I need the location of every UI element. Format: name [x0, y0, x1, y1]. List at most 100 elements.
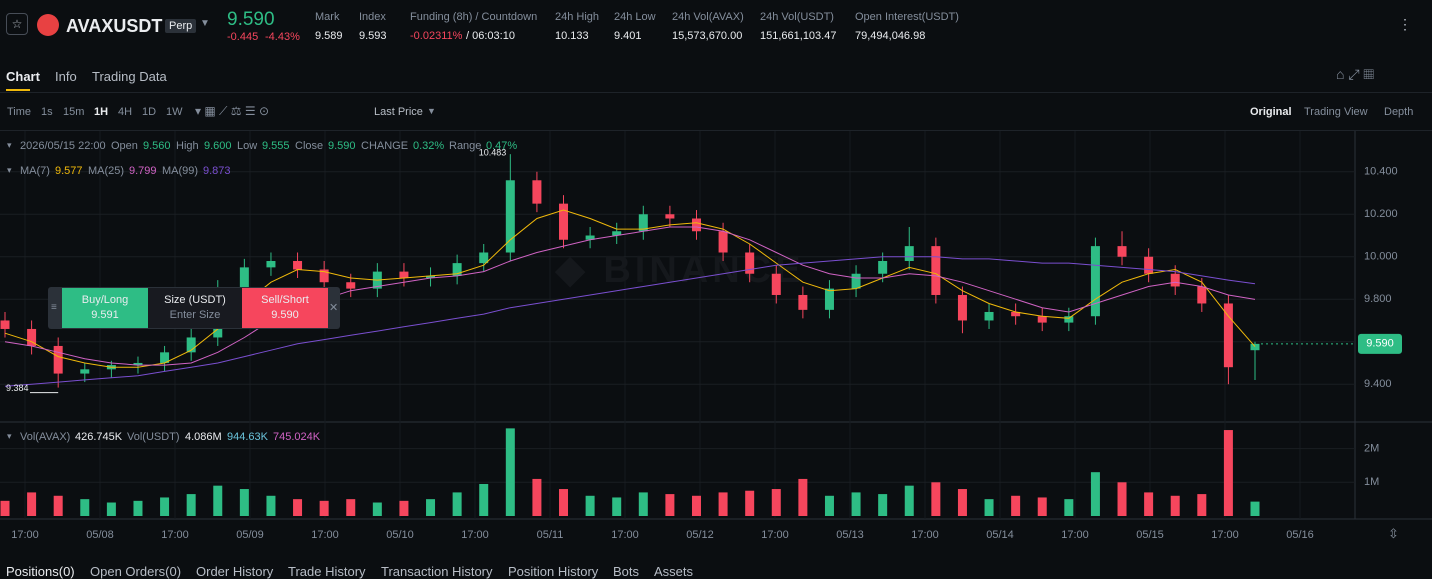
bottom-tab[interactable]: Positions(0): [6, 564, 75, 579]
volume-bar: [904, 485, 914, 516]
bottom-tab[interactable]: Transaction History: [381, 564, 493, 579]
dropdown-arrow[interactable]: ▼: [200, 18, 210, 29]
stat-label: Open Interest(USDT): [855, 11, 959, 23]
bottom-tab[interactable]: Open Orders(0): [90, 564, 182, 579]
tab-indicator: [6, 89, 30, 91]
candle-body: [718, 231, 728, 253]
ma-line: [4, 226, 1256, 366]
x-tick-label: 05/11: [537, 529, 564, 541]
favorite-button[interactable]: ☆: [6, 13, 28, 35]
legend-text: 9.590: [328, 140, 356, 152]
candle-body: [239, 267, 249, 289]
bottom-tab[interactable]: Bots: [613, 564, 640, 579]
candle-body: [585, 235, 595, 240]
sell-button[interactable]: Sell/Short 9.590: [242, 288, 328, 328]
price-type[interactable]: Last Price: [374, 106, 423, 118]
stat-value: -0.02311%: [410, 30, 463, 42]
candle-body: [957, 294, 967, 321]
scale-button[interactable]: ⇳: [1388, 526, 1399, 541]
x-tick-label: 05/09: [236, 529, 264, 541]
volume-bar: [133, 500, 143, 516]
view-option[interactable]: Depth: [1384, 106, 1414, 118]
tab[interactable]: Info: [55, 69, 77, 84]
interval[interactable]: 1W: [166, 106, 183, 118]
view-option[interactable]: Original: [1250, 106, 1292, 118]
legend-text: Vol(AVAX): [20, 431, 71, 443]
stat-label: Mark: [315, 11, 340, 23]
stat-label: 24h Vol(AVAX): [672, 11, 744, 23]
last-price: 9.590: [227, 9, 275, 30]
sell-price: 9.590: [271, 309, 299, 321]
candle-body: [0, 320, 10, 329]
stat-value: 151,661,103.47: [760, 30, 837, 42]
volume-bar: [1064, 499, 1074, 516]
volume-bar: [957, 489, 967, 516]
interval[interactable]: 1s: [41, 106, 53, 118]
legend-text: 944.63K: [227, 431, 268, 443]
volume-bar: [399, 500, 409, 516]
x-tick-label: 17:00: [1211, 529, 1239, 541]
stat-value: 79,494,046.98: [855, 30, 926, 42]
view-option[interactable]: Trading View: [1304, 106, 1368, 118]
last-price-tag: [1358, 333, 1402, 354]
sell-label: Sell/Short: [261, 294, 309, 306]
volume-bar: [80, 499, 90, 516]
x-tick-label: 17:00: [461, 529, 489, 541]
legend-text: 9.560: [143, 140, 171, 152]
volume-bar: [718, 492, 728, 516]
legend-text: 9.600: [204, 140, 232, 152]
volume-bar: [1117, 482, 1127, 516]
volume-bar: [1144, 492, 1154, 516]
tab[interactable]: Chart: [6, 69, 40, 84]
toolbar-icons[interactable]: ▾ ▦ ⟋ ⚖ ☰ ⊙: [195, 104, 270, 118]
volume-bar: [372, 502, 382, 516]
legend-text: 426.745K: [75, 431, 123, 443]
volume-bar: [479, 483, 489, 516]
close-button[interactable]: ✕: [329, 302, 339, 314]
icons[interactable]: ⌂ ⤢ ▦: [1336, 66, 1375, 82]
candle-body: [1250, 343, 1260, 351]
ma-line: [4, 209, 1256, 368]
size-input[interactable]: Size (USDT) Enter Size: [148, 288, 242, 328]
interval: Time: [7, 106, 32, 118]
interval[interactable]: 4H: [118, 106, 133, 118]
buy-button[interactable]: Buy/Long 9.591: [62, 288, 148, 328]
stat-value: 9.401: [614, 30, 642, 42]
interval[interactable]: 1D: [142, 106, 157, 118]
interval[interactable]: 1H: [94, 106, 109, 118]
volume-bar: [931, 482, 941, 516]
last-price-label: 9.590: [1366, 338, 1394, 350]
legend-dot: ▾: [7, 165, 12, 175]
volume-bar: [213, 485, 223, 516]
volume-bar: [1037, 497, 1047, 516]
more-button[interactable]: ⋮: [1398, 16, 1412, 32]
stat-value: 10.133: [555, 30, 589, 42]
candle-body: [1144, 256, 1154, 274]
buy-label: Buy/Long: [81, 294, 129, 306]
bottom-tab[interactable]: Order History: [196, 564, 274, 579]
candle-body: [984, 311, 994, 321]
candle-body: [1197, 286, 1207, 304]
tab[interactable]: Trading Data: [92, 69, 167, 84]
x-tick-label: 05/14: [986, 529, 1014, 541]
ma-line: [4, 256, 1256, 387]
interval[interactable]: 15m: [63, 106, 85, 118]
divider: [0, 130, 1432, 131]
candle-body: [771, 273, 781, 295]
legend-text: Close: [295, 140, 324, 152]
stat-label: 24h Low: [614, 11, 656, 23]
drag-handle[interactable]: ≡: [51, 302, 57, 313]
volume-bar: [559, 489, 569, 516]
bottom-tab[interactable]: Position History: [508, 564, 599, 579]
candle-body: [878, 260, 888, 274]
x-tick-label: 17:00: [911, 529, 939, 541]
symbol[interactable]: AVAXUSDT: [66, 16, 163, 36]
candle-body: [399, 271, 409, 278]
x-tick-label: 05/08: [86, 529, 114, 541]
bottom-tab[interactable]: Assets: [654, 564, 694, 579]
bottom-tab[interactable]: Trade History: [288, 564, 366, 579]
candle-body: [160, 352, 170, 363]
candle-body: [133, 362, 143, 366]
legend-text: Low: [237, 140, 258, 152]
candle-body: [452, 263, 462, 276]
